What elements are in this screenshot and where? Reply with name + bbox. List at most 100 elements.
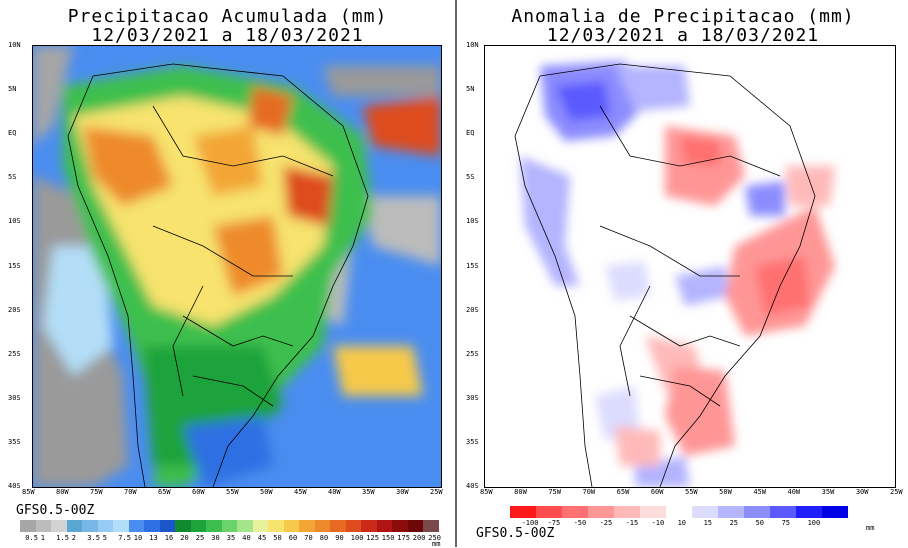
- longitude-labels: 85W 80W 75W 70W 65W 60W 55W 50W 45W 40W 35W 30W 25W: [22, 488, 446, 498]
- longitude-label: 55W: [685, 488, 698, 496]
- colorbar-swatch: [159, 520, 175, 532]
- colorbar-unit: mm: [866, 524, 875, 532]
- precipitation-field: [33, 46, 441, 487]
- panel-title: Precipitacao Acumulada (mm): [67, 6, 388, 27]
- colorbar-label: -75: [547, 519, 561, 527]
- colorbar-swatch: [144, 520, 160, 532]
- colorbar-label: -50: [573, 519, 587, 527]
- colorbar-label: 100: [350, 534, 364, 542]
- latitude-label: 40S: [466, 482, 479, 490]
- colorbar-label: 150: [381, 534, 395, 542]
- colorbar-label: 7.5: [118, 534, 131, 542]
- colorbar-swatch: [361, 520, 377, 532]
- longitude-label: 30W: [396, 488, 409, 496]
- latitude-label: EQ: [466, 129, 475, 138]
- colorbar-swatch: [237, 520, 253, 532]
- panel-date-range: 12/03/2021 a 18/03/2021: [546, 25, 820, 46]
- colorbar-swatch: [51, 520, 67, 532]
- longitude-label: 80W: [56, 488, 69, 496]
- latitude-label: 5N: [8, 85, 17, 94]
- longitude-label: 60W: [192, 488, 205, 496]
- colorbar-label: 175: [397, 534, 410, 542]
- colorbar-labels: 0.5 1 1.5 2 3.5 5 7.5 10 13 16 20 25 30 35 40 45 50 60 70 8…: [20, 534, 460, 544]
- colorbar-swatch: [175, 520, 191, 532]
- colorbar-label: 1.5: [56, 534, 69, 542]
- longitude-label: 70W: [124, 488, 137, 496]
- anomaly-field: [485, 46, 895, 487]
- longitude-label: 85W: [22, 488, 35, 496]
- anomaly-colorbar: [510, 506, 848, 518]
- colorbar-swatch: [407, 520, 423, 532]
- longitude-label: 80W: [514, 488, 527, 496]
- latitude-label: 30S: [466, 393, 479, 402]
- longitude-label: 65W: [158, 488, 171, 496]
- longitude-label: 60W: [650, 488, 664, 496]
- colorbar-swatch: [822, 506, 848, 518]
- colorbar-swatch: [510, 506, 536, 518]
- colorbar-label: 75: [781, 519, 791, 527]
- anomaly-panel: Anomalia de Precipitacao (mm) 12/03/2021…: [458, 0, 908, 547]
- precipitation-panel: Precipitacao Acumulada (mm) 12/03/2021 a…: [8, 0, 460, 548]
- colorbar-label: 25: [195, 534, 205, 542]
- colorbar-swatch: [666, 506, 692, 518]
- longitude-label: 55W: [226, 488, 239, 496]
- colorbar-swatch: [392, 520, 408, 532]
- colorbar-swatch: [221, 520, 237, 532]
- colorbar-label: 125: [366, 534, 379, 542]
- colorbar-swatch: [640, 506, 666, 518]
- colorbar-label: 25: [729, 519, 739, 527]
- longitude-label: 40W: [328, 488, 341, 496]
- colorbar-swatch: [614, 506, 640, 518]
- colorbar-swatch: [252, 520, 268, 532]
- longitude-label: 50W: [260, 488, 273, 496]
- colorbar-swatch: [796, 506, 822, 518]
- colorbar-label: 13: [149, 534, 158, 542]
- latitude-label: 5N: [466, 85, 475, 94]
- colorbar-swatch: [314, 520, 330, 532]
- latitude-label: 40S: [8, 482, 21, 490]
- colorbar-swatch: [692, 506, 718, 518]
- latitude-label: 20S: [466, 305, 479, 314]
- longitude-label: 30W: [855, 488, 869, 496]
- colorbar-label: 10: [133, 534, 143, 542]
- longitude-label: 35W: [821, 488, 835, 496]
- latitude-label: 35S: [8, 437, 21, 446]
- longitude-label: 70W: [582, 488, 596, 496]
- colorbar-label: 50: [273, 534, 282, 542]
- panel-title: Anomalia de Precipitacao (mm): [511, 6, 855, 27]
- colorbar-swatch: [283, 520, 299, 532]
- colorbar-swatch: [113, 520, 129, 532]
- colorbar-label: 90: [335, 534, 344, 542]
- longitude-label: 85W: [480, 488, 493, 496]
- longitude-label: 75W: [90, 488, 103, 496]
- latitude-label: 15S: [8, 261, 21, 270]
- latitude-label: 5S: [8, 173, 17, 182]
- colorbar-label: 50: [755, 519, 765, 527]
- colorbar-swatch: [718, 506, 744, 518]
- colorbar-swatch: [128, 520, 144, 532]
- colorbar-label: 30: [211, 534, 220, 542]
- colorbar-label: 100: [807, 519, 821, 527]
- colorbar-label: -100: [521, 519, 539, 527]
- colorbar-label: 0.5: [25, 534, 38, 542]
- anomaly-map: [484, 45, 896, 488]
- longitude-label: 45W: [753, 488, 766, 496]
- colorbar-label: 16: [164, 534, 174, 542]
- latitude-label: 30S: [8, 393, 21, 402]
- latitude-label: 25S: [466, 349, 479, 358]
- colorbar-swatch: [268, 520, 284, 532]
- colorbar-label: 200: [412, 534, 426, 542]
- colorbar-swatch: [562, 506, 588, 518]
- latitude-label: 10N: [8, 41, 21, 49]
- colorbar-label: 80: [319, 534, 329, 542]
- latitude-label: 5S: [466, 173, 475, 182]
- latitude-label: 10S: [8, 217, 21, 226]
- colorbar-label: 70: [304, 534, 313, 542]
- colorbar-label: 15: [703, 519, 713, 527]
- colorbar-swatch: [588, 506, 614, 518]
- longitude-label: 45W: [294, 488, 307, 496]
- colorbar-label: 20: [180, 534, 189, 542]
- colorbar-swatch: [330, 520, 346, 532]
- colorbar-swatch: [299, 520, 315, 532]
- precipitation-map: [32, 45, 442, 488]
